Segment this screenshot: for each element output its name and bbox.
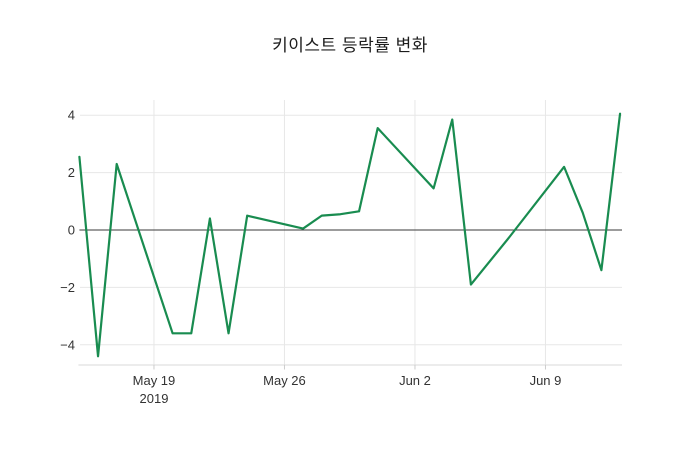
y-tick-label: 0 xyxy=(68,223,75,238)
y-tick-label: −4 xyxy=(60,337,75,352)
x-tick-label: Jun 2 xyxy=(399,373,431,388)
y-tick-label: −2 xyxy=(60,280,75,295)
x-tick-label: May 19 xyxy=(133,373,176,388)
x-tick-label: May 26 xyxy=(263,373,306,388)
price-change-line xyxy=(78,112,622,358)
y-tick-label: 4 xyxy=(68,108,75,123)
chart-title: 키이스트 등락률 변화 xyxy=(272,36,428,55)
x-tick-year-label: 2019 xyxy=(140,391,169,406)
y-tick-label: 2 xyxy=(68,165,75,180)
x-tick-label: Jun 9 xyxy=(530,373,562,388)
